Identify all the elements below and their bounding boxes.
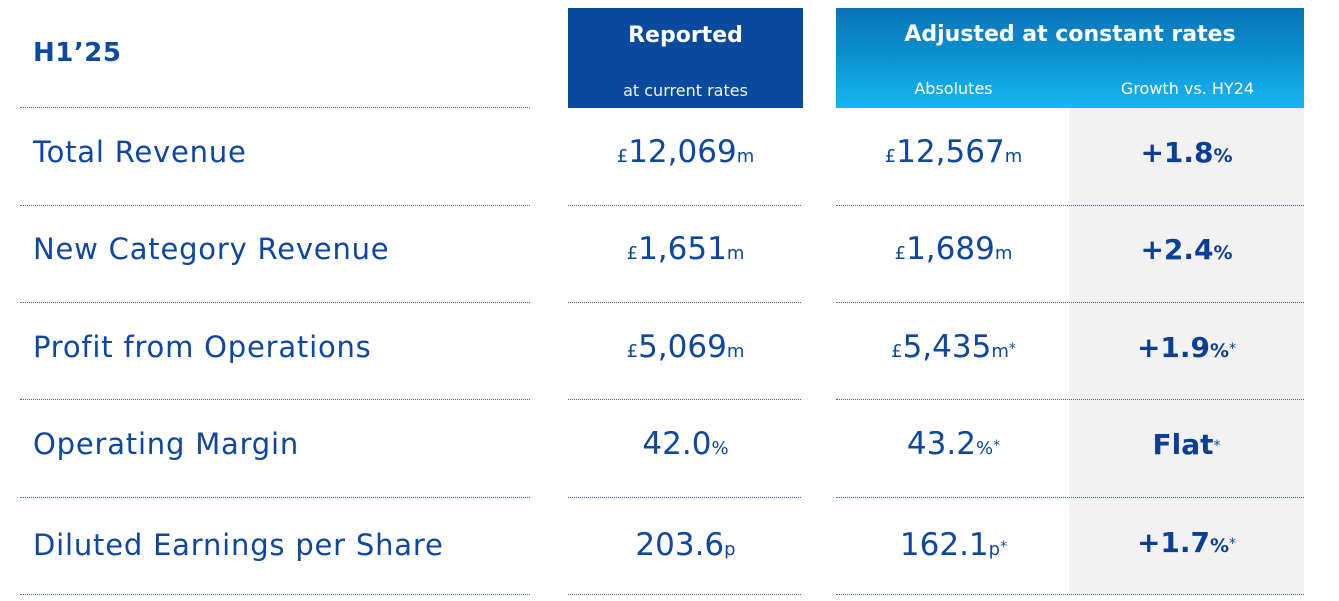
row-divider <box>20 107 530 108</box>
row-divider <box>568 594 801 595</box>
reported-subtitle: at current rates <box>623 81 748 100</box>
row-divider <box>568 497 801 498</box>
growth-column-background <box>1069 108 1304 595</box>
reported-value: 42.0% <box>642 426 729 462</box>
row-divider <box>836 497 1304 498</box>
row-divider <box>836 594 1304 595</box>
adjusted-value: 162.1p* <box>899 527 1008 563</box>
adjusted-value: 43.2%* <box>906 426 1001 462</box>
adjusted-value: £12,567m <box>884 134 1023 170</box>
reported-value: £12,069m <box>616 134 755 170</box>
row-divider <box>20 497 530 498</box>
period-label: H1’25 <box>33 38 122 68</box>
row-label: New Category Revenue <box>33 232 390 266</box>
reported-title: Reported <box>628 23 743 48</box>
row-divider <box>836 399 1304 400</box>
reported-value: £5,069m <box>626 329 745 365</box>
growth-value: +1.8% <box>1140 136 1233 169</box>
growth-value: +2.4% <box>1140 233 1233 266</box>
row-divider <box>836 302 1304 303</box>
row-divider <box>836 205 1304 206</box>
row-label: Profit from Operations <box>33 330 372 364</box>
growth-value: +1.9%* <box>1136 331 1237 364</box>
row-label: Operating Margin <box>33 427 300 461</box>
row-divider <box>568 399 801 400</box>
row-divider <box>20 399 530 400</box>
adjusted-title: Adjusted at constant rates <box>904 22 1236 47</box>
row-divider <box>568 302 801 303</box>
growth-label: Growth vs. HY24 <box>1120 79 1255 98</box>
growth-value: +1.7%* <box>1136 526 1237 559</box>
row-divider <box>568 205 801 206</box>
reported-value: £1,651m <box>626 231 745 267</box>
row-label: Total Revenue <box>33 135 247 169</box>
row-divider <box>20 205 530 206</box>
adjusted-header: Adjusted at constant rates Absolutes Gro… <box>836 8 1304 108</box>
adjusted-value: £1,689m <box>894 231 1013 267</box>
reported-value: 203.6p <box>635 527 736 563</box>
reported-header: Reported at current rates <box>568 8 803 108</box>
adjusted-value: £5,435m* <box>891 329 1016 365</box>
row-label: Diluted Earnings per Share <box>33 528 444 562</box>
absolutes-label: Absolutes <box>914 79 993 98</box>
growth-value: Flat* <box>1152 428 1221 461</box>
row-divider <box>20 594 530 595</box>
row-divider <box>20 302 530 303</box>
